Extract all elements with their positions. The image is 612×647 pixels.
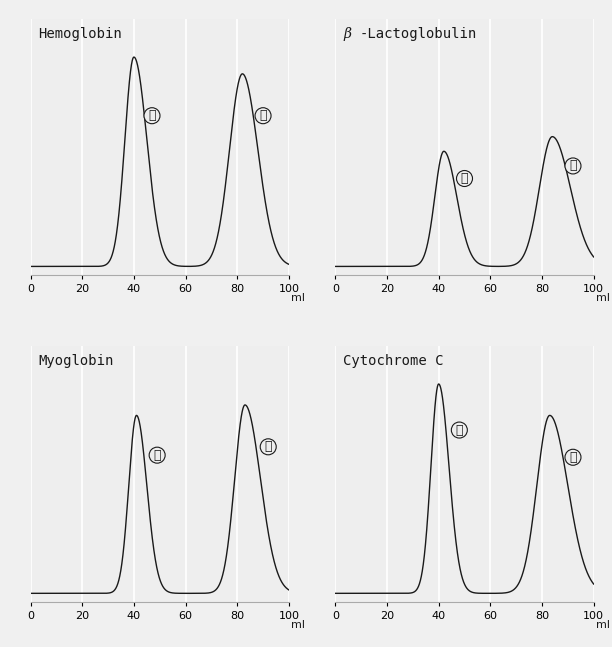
Text: Hemoglobin: Hemoglobin xyxy=(39,27,122,41)
Text: Cytochrome C: Cytochrome C xyxy=(343,354,444,368)
Text: ml: ml xyxy=(291,292,305,303)
Text: -Lactoglobulin: -Lactoglobulin xyxy=(360,27,477,41)
Text: ①: ① xyxy=(148,109,155,122)
Text: ②: ② xyxy=(569,159,577,173)
Text: Myoglobin: Myoglobin xyxy=(39,354,114,368)
Text: ②: ② xyxy=(259,109,267,122)
Text: β: β xyxy=(343,27,351,41)
Text: ②: ② xyxy=(569,451,577,464)
Text: ①: ① xyxy=(461,172,468,185)
Text: ml: ml xyxy=(291,620,305,630)
Text: ml: ml xyxy=(596,292,610,303)
Text: ②: ② xyxy=(264,441,272,454)
Text: ①: ① xyxy=(455,424,463,437)
Text: ml: ml xyxy=(596,620,610,630)
Text: ①: ① xyxy=(154,448,161,462)
